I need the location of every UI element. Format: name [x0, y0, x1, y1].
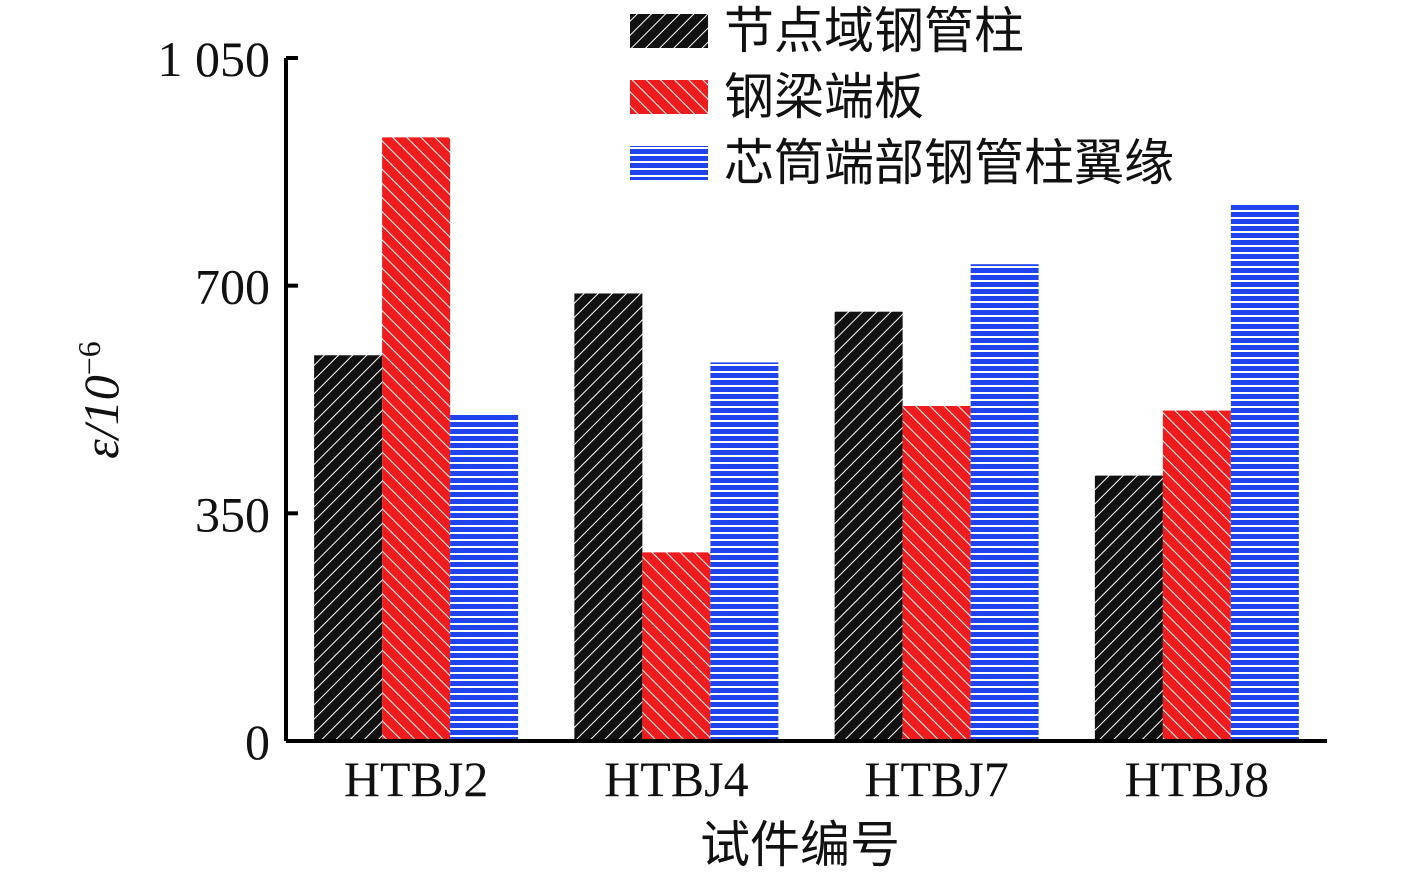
bar-htbj8-series-3	[1230, 203, 1299, 742]
x-ticks: HTBJ2 HTBJ4 HTBJ7 HTBJ8	[344, 751, 1269, 807]
bar-htbj7-series-1	[834, 311, 903, 741]
bar-htbj4-series-2	[642, 552, 711, 741]
bar-htbj7-series-3	[970, 264, 1039, 741]
y-tick-label-1050: 1 050	[158, 31, 271, 87]
x-tick-label-htbj2: HTBJ2	[344, 751, 488, 807]
bar-htbj2-series-3	[450, 414, 519, 741]
legend-swatch-1	[630, 14, 708, 48]
bar-htbj4-series-3	[710, 362, 779, 741]
bar-htbj7-series-2	[902, 406, 971, 741]
bar-htbj4-series-1	[574, 293, 643, 741]
legend-swatch-2	[630, 80, 708, 114]
y-axis-title-main: ε/10	[73, 375, 129, 459]
x-tick-label-htbj8: HTBJ8	[1125, 751, 1269, 807]
y-axis-title-sup: −6	[71, 341, 107, 375]
bar-htbj2-series-1	[314, 355, 383, 741]
x-axis-title: 试件编号	[700, 816, 900, 874]
bar-htbj8-series-2	[1162, 410, 1231, 741]
legend-label-3: 芯筒端部钢管柱翼缘	[724, 134, 1174, 192]
bars-group	[314, 137, 1299, 742]
y-tick-label-0: 0	[245, 714, 270, 770]
legend-label-1: 节点域钢管柱	[724, 2, 1024, 60]
legend-swatch-3	[630, 146, 708, 180]
x-tick-label-htbj4: HTBJ4	[604, 751, 748, 807]
axes	[284, 58, 1327, 743]
y-axis-title: ε/10−6	[71, 341, 129, 459]
bar-htbj2-series-2	[382, 137, 451, 741]
x-tick-label-htbj7: HTBJ7	[864, 751, 1008, 807]
y-ticks: 0 350 700 1 050	[158, 31, 298, 770]
bar-htbj8-series-1	[1094, 475, 1163, 741]
legend-label-2: 钢梁端板	[724, 68, 924, 126]
y-tick-label-350: 350	[195, 486, 270, 542]
y-tick-label-700: 700	[195, 259, 270, 315]
